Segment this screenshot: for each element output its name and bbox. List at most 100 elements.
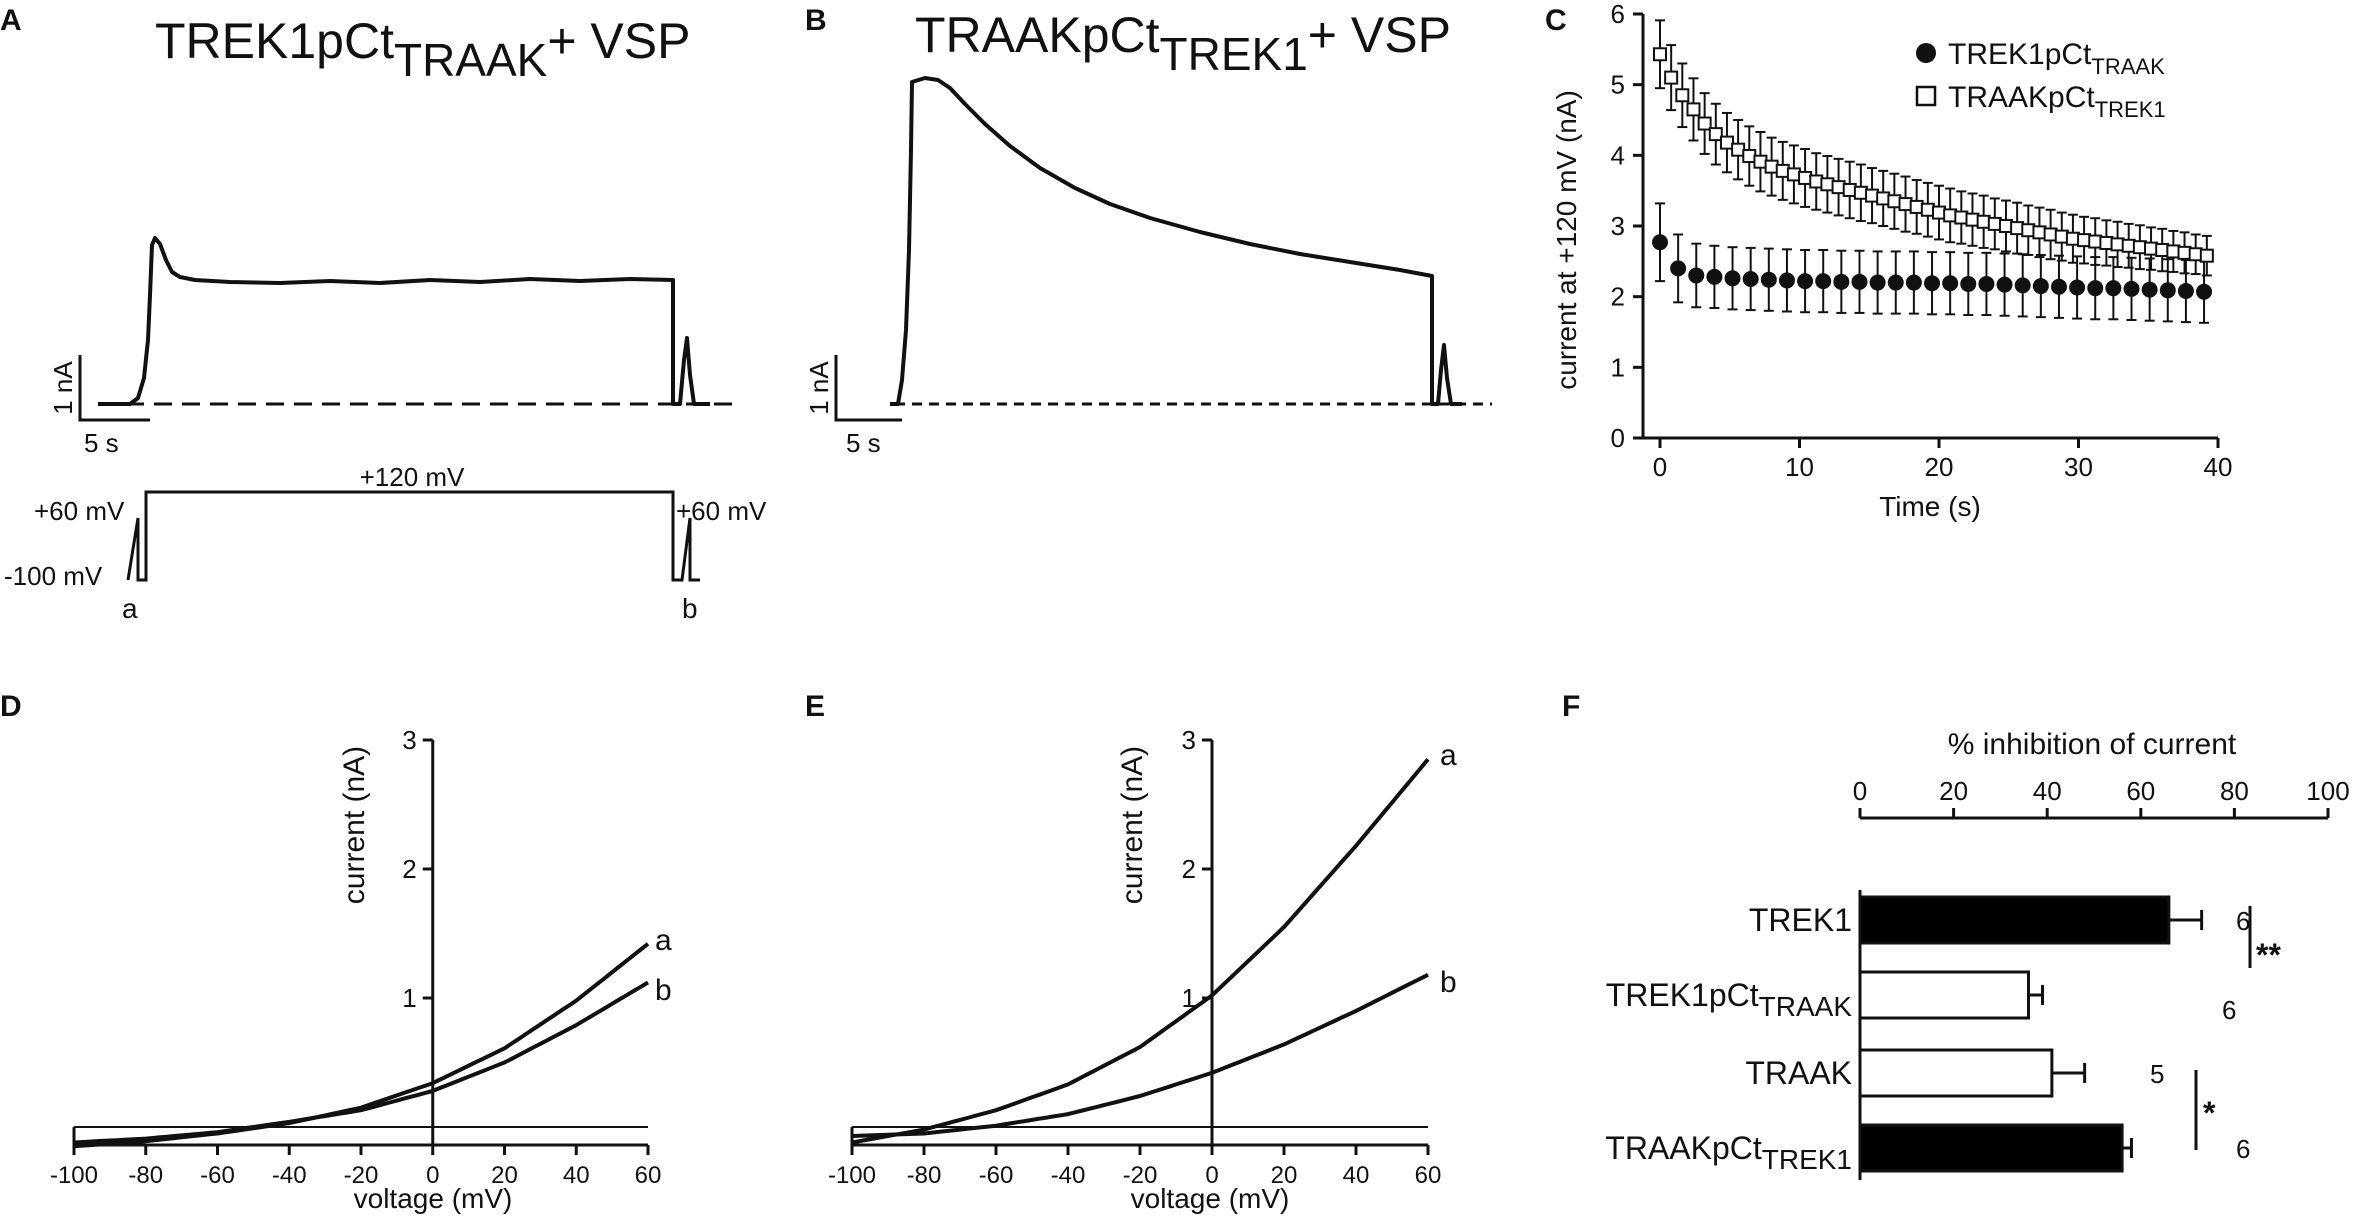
panel-a-hold-label: -100 mV	[4, 561, 103, 591]
panel-a-scale-bar	[78, 355, 150, 422]
panel-e: E 1 2 3 -100 -80 -60 -40 -20 0 20 40 60 current (nA…	[805, 690, 1457, 1214]
panel-c-point-trek1pct	[1960, 275, 1977, 292]
panel-c-point-trek1pct	[1978, 275, 1995, 292]
panel-f-sig-top: **	[2256, 937, 2281, 973]
panel-b-title-rest: + VSP	[1308, 7, 1451, 63]
panel-c-xtick-label: 10	[1785, 452, 1814, 482]
panel-c-xtick-label: 0	[1653, 452, 1667, 482]
panel-f-bar-label: TRAAKpCtTREK1	[1605, 1130, 1852, 1175]
panel-d-xtick-label: -40	[272, 1162, 307, 1189]
panel-c-ticks: 0 1 2 3 4 5 6 0 10 20 30 40	[1611, 0, 2233, 482]
panel-c-xtick-label: 40	[2204, 452, 2233, 482]
panel-f-sig-bottom: *	[2203, 1095, 2216, 1131]
panel-d-xtick-label: -60	[200, 1162, 235, 1189]
panel-e-lines	[851, 758, 1430, 1145]
panel-d-curve-b-label: b	[655, 974, 672, 1007]
panel-c-ytick-label: 5	[1611, 70, 1625, 100]
panel-a-title-sub: TRAAK	[394, 34, 548, 86]
panel-e-axes: 1 2 3 -100 -80 -60 -40 -20 0 20 40 60	[828, 725, 1441, 1189]
panel-d-axes: 1 2 3 -100 -80 -60 -40 -20 0 20 40 60	[50, 725, 661, 1189]
panel-c-point-trek1pct	[1887, 274, 1904, 291]
panel-c-ytick-label: 4	[1611, 140, 1625, 170]
panel-c-xtick-label: 30	[2064, 452, 2093, 482]
panel-c-point-trek1pct	[1942, 275, 1959, 292]
panel-c-point-trek1pct	[1760, 271, 1777, 288]
panel-c-point-trek1pct	[2032, 278, 2049, 295]
panel-f-n-label: 6	[2222, 995, 2236, 1025]
panel-e-xtick-label: -60	[979, 1162, 1014, 1189]
panel-e-xtick-label: 0	[1205, 1162, 1218, 1189]
panel-c-point-trek1pct	[2196, 283, 2213, 300]
panel-b-current-trace	[890, 76, 1462, 406]
panel-e-xtick-label: 40	[1343, 1162, 1370, 1189]
panel-c-point-trek1pct	[1797, 273, 1814, 290]
panel-b-title-sub: TREK1	[1160, 28, 1308, 80]
panel-c-point-traakpct	[1664, 70, 1679, 85]
panel-d-xtick-label: -100	[50, 1162, 98, 1189]
panel-c-point-trek1pct	[1652, 234, 1668, 251]
panel-f-xtick-label: 60	[2126, 776, 2155, 806]
panel-c-point-trek1pct	[1688, 267, 1705, 284]
panel-a-scale-time: 5 s	[84, 428, 119, 458]
panel-f-xtick-label: 0	[1853, 776, 1867, 806]
panel-f-bar	[1858, 1123, 2124, 1173]
panel-c-point-trek1pct	[2105, 280, 2122, 297]
panel-f-n-label: 6	[2236, 1134, 2250, 1164]
panel-d: D 1 2 3 -100 -80 -60 -40 -20 0 20 40 60 current (nA…	[0, 690, 672, 1214]
panel-c-letter: C	[1545, 4, 1567, 37]
panel-d-curve-a	[73, 942, 650, 1149]
panel-e-xtick-label: -20	[1123, 1162, 1158, 1189]
panel-c-point-trek1pct	[2159, 282, 2176, 299]
panel-e-ytick-label: 1	[1182, 983, 1196, 1013]
panel-a-ramp-a: a	[122, 593, 138, 624]
panel-e-curve-b	[851, 973, 1429, 1138]
panel-c: C current at +120 mV (nA) Time (s) 0 1 2 3 4…	[1545, 0, 2232, 522]
panel-c-ytick-label: 3	[1611, 211, 1625, 241]
panel-c-point-trek1pct	[1670, 260, 1687, 277]
panel-f-xtick-label: 80	[2220, 776, 2249, 806]
panel-f-bars: TREK1 6 TREK1pCtTRAAK 6 TRAAK 5 TRAAKpCtTREK1 6	[1605, 890, 2250, 1180]
legend-filled-circle-icon	[1916, 43, 1936, 63]
panel-d-xlabel: voltage (mV)	[354, 1183, 513, 1214]
panel-e-xlabel: voltage (mV)	[1131, 1183, 1290, 1214]
panel-b-scale-current: 1 nA	[804, 361, 834, 415]
panel-a-current-trace	[98, 236, 710, 406]
panel-c-markers	[1652, 47, 2214, 300]
panel-c-point-trek1pct	[2177, 283, 2194, 300]
panel-c-point-traakpct	[1697, 116, 1712, 131]
panel-f-n-label: 5	[2150, 1059, 2164, 1089]
panel-f-xlabel: % inhibition of current	[1948, 728, 2237, 761]
panel-c-point-trek1pct	[1833, 273, 1850, 290]
panel-c-point-trek1pct	[2087, 280, 2104, 297]
panel-d-letter: D	[0, 690, 22, 723]
panel-a-pre-label: +60 mV	[34, 496, 125, 526]
panel-e-ytick-label: 2	[1182, 854, 1196, 884]
panel-c-point-trek1pct	[1778, 272, 1795, 289]
panel-c-point-trek1pct	[1905, 274, 1922, 291]
panel-c-point-trek1pct	[1706, 268, 1723, 285]
panel-a-step-label: +120 mV	[360, 462, 465, 492]
panel-f-xtick-label: 20	[1939, 776, 1968, 806]
panel-e-curve-a-label: a	[1440, 739, 1457, 772]
panel-c-point-traakpct	[1675, 88, 1690, 103]
panel-c-point-traakpct	[2199, 248, 2214, 263]
panel-a: A TREK1pCtTRAAK+ VSP 1 nA 5 s +120 mV +6…	[0, 4, 767, 624]
panel-a-voltage-protocol	[126, 490, 700, 582]
panel-f-n-label: 6	[2236, 906, 2250, 936]
panel-c-ytick-label: 2	[1611, 282, 1625, 312]
panel-a-title-rest: + VSP	[547, 13, 690, 69]
panel-c-point-trek1pct	[1815, 273, 1832, 290]
panel-f-bar-label: TREK1	[1749, 902, 1852, 938]
panel-f-xtick-label: 100	[2306, 776, 2349, 806]
panel-e-curve-b-label: b	[1440, 966, 1457, 999]
panel-a-scale-current: 1 nA	[48, 361, 78, 415]
panel-a-post-label: +60 mV	[676, 496, 767, 526]
panel-a-ramp-b: b	[682, 593, 698, 624]
panel-c-point-trek1pct	[2069, 279, 2086, 296]
panel-b-title-main: TRAAKpCt	[915, 7, 1160, 63]
panel-f: F % inhibition of current 0 20 40 60 80 100 T…	[1562, 690, 2350, 1180]
panel-e-ytick-label: 3	[1182, 725, 1196, 755]
panel-d-ytick-label: 2	[402, 854, 416, 884]
panel-f-bar	[1858, 895, 2171, 945]
